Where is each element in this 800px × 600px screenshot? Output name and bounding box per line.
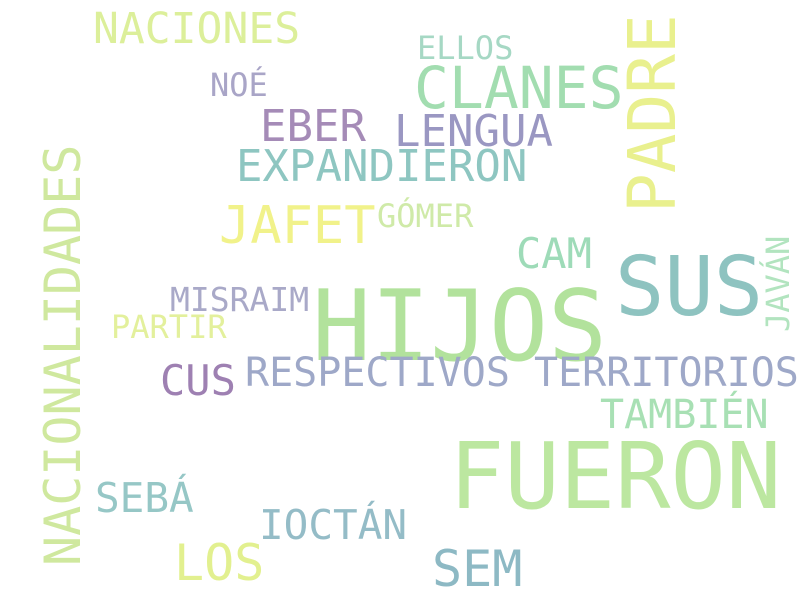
word-cam: CAM <box>516 229 592 278</box>
word-clanes: CLANES <box>414 54 624 122</box>
word-partir: PARTIR <box>111 308 227 346</box>
word-ellos: ELLOS <box>417 29 514 67</box>
word-los: LOS <box>174 534 265 592</box>
word-nacionalidades: NACIONALIDADES <box>34 144 92 566</box>
word-tambien: TAMBIÉN <box>600 392 769 438</box>
word-lengua: LENGUA <box>394 106 553 157</box>
word-gomer: GÓMER <box>377 197 474 235</box>
word-jafet: JAFET <box>219 196 376 256</box>
word-fueron: FUERON <box>449 423 782 530</box>
word-padre: PADRE <box>614 14 691 213</box>
word-seba: SEBÁ <box>95 474 194 522</box>
word-noe: NOÉ <box>210 66 268 104</box>
word-expandieron: EXPANDIERON <box>236 141 528 192</box>
word-misraim: MISRAIM <box>170 280 310 319</box>
word-sem: SEM <box>432 540 523 598</box>
word-respectivos-territorios: RESPECTIVOS TERRITORIOS <box>245 350 799 396</box>
word-sus: SUS <box>615 240 764 335</box>
word-javan: JAVÁN <box>759 235 797 332</box>
word-naciones: NACIONES <box>93 4 301 54</box>
word-eber: EBER <box>260 101 366 152</box>
word-cus: CUS <box>160 356 236 405</box>
word-ioctan: IOCTÁN <box>259 501 408 549</box>
word-hijos: HIJOS <box>312 270 608 384</box>
